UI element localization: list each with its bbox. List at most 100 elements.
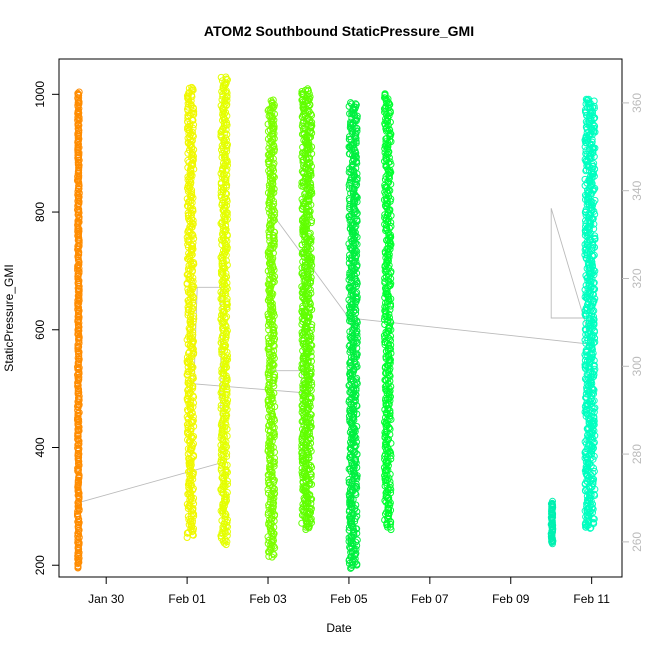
data-point	[352, 538, 360, 546]
data-point	[189, 85, 197, 93]
y2-tick-label: 280	[630, 444, 644, 464]
data-point	[268, 195, 276, 203]
y2-tick-label: 260	[630, 532, 644, 552]
data-point	[307, 393, 315, 401]
data-point	[589, 369, 596, 377]
data-point	[350, 210, 358, 218]
data-point	[189, 298, 197, 306]
data-point	[75, 88, 83, 96]
series-1	[74, 88, 83, 572]
data-point	[219, 523, 227, 531]
data-point	[308, 357, 315, 365]
series-5	[298, 85, 316, 533]
data-point	[188, 444, 195, 452]
data-point	[186, 329, 194, 337]
data-point	[584, 99, 592, 107]
data-point	[348, 100, 356, 108]
data-point	[266, 450, 274, 457]
y-tick-label: 600	[33, 319, 47, 339]
plot-frame	[58, 58, 623, 578]
y-axis-label: StaticPressure_GMI	[2, 264, 16, 371]
data-point	[299, 483, 307, 491]
x-tick-label: Feb 11	[573, 592, 610, 606]
data-point	[582, 95, 590, 103]
plot-area	[74, 73, 599, 572]
y-tick-label: 400	[33, 437, 47, 457]
data-point	[384, 139, 392, 147]
data-point	[188, 368, 196, 376]
data-point	[188, 83, 196, 91]
data-point	[306, 186, 314, 194]
data-point	[589, 505, 597, 513]
data-point	[264, 396, 272, 404]
data-point	[218, 142, 226, 150]
data-point	[75, 440, 83, 447]
y-axis-left: 200 400 600 800 1000	[33, 81, 60, 575]
data-point	[270, 429, 278, 437]
data-point	[75, 232, 82, 240]
data-point	[75, 418, 83, 426]
x-axis-label: Date	[326, 621, 352, 635]
data-point	[351, 393, 358, 401]
x-tick-label: Feb 05	[330, 592, 368, 606]
data-point	[353, 423, 361, 430]
data-point	[299, 443, 307, 450]
data-point	[223, 298, 231, 306]
data-point	[219, 369, 227, 377]
data-point	[382, 138, 390, 146]
data-point	[383, 187, 391, 195]
data-point	[75, 348, 83, 356]
data-point	[591, 234, 599, 242]
data-point	[219, 438, 227, 446]
series-7	[380, 90, 395, 534]
data-point	[590, 490, 598, 498]
secondary-line	[79, 208, 593, 503]
data-point	[589, 518, 597, 526]
y2-tick-label: 300	[630, 356, 644, 376]
data-point	[223, 92, 231, 100]
data-point	[387, 219, 395, 226]
data-point	[590, 159, 598, 167]
data-point	[307, 235, 315, 242]
data-point	[190, 121, 198, 129]
data-point	[305, 405, 313, 412]
series-3	[217, 73, 232, 549]
x-tick-label: Feb 07	[411, 592, 449, 606]
data-point	[221, 346, 229, 354]
data-point	[269, 352, 277, 360]
data-point	[266, 406, 274, 414]
data-point	[74, 449, 82, 457]
data-point	[386, 470, 394, 478]
data-point	[266, 435, 274, 442]
series-2	[183, 83, 198, 541]
data-point	[590, 417, 598, 425]
data-point	[381, 277, 389, 285]
data-point	[299, 258, 307, 266]
data-point	[265, 326, 273, 334]
data-point	[74, 99, 82, 107]
data-point	[222, 287, 230, 294]
data-point	[264, 248, 272, 256]
data-point	[308, 150, 316, 158]
data-point	[74, 452, 82, 460]
data-point	[590, 467, 598, 475]
data-point	[266, 244, 274, 252]
data-point	[264, 533, 272, 541]
data-point	[267, 466, 275, 474]
data-point	[75, 444, 83, 452]
data-point	[187, 209, 195, 217]
data-point	[185, 479, 193, 487]
data-point	[184, 358, 192, 366]
data-point	[222, 466, 230, 474]
data-point	[306, 229, 314, 237]
data-point	[265, 181, 273, 189]
data-point	[305, 480, 313, 488]
data-point	[381, 94, 389, 102]
data-point	[385, 172, 393, 180]
data-point	[269, 155, 277, 163]
data-point	[346, 244, 354, 252]
data-point	[349, 246, 357, 254]
x-axis: Jan 30 Feb 01 Feb 03 Feb 05 Feb 07 Feb 09 Feb …	[88, 576, 610, 606]
data-point	[265, 252, 272, 260]
